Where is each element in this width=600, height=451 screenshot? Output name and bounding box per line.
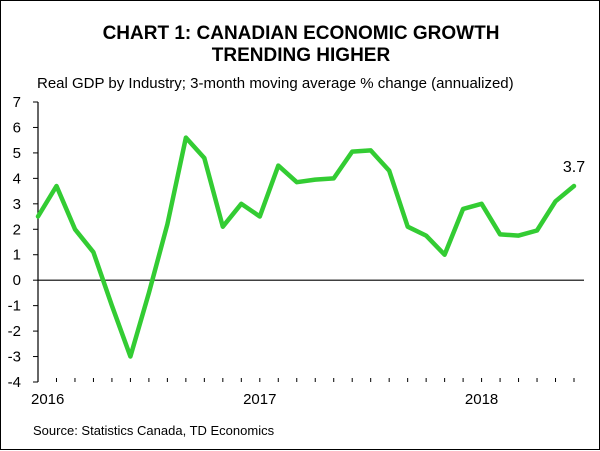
series-line [35, 135, 577, 359]
data-point [202, 156, 206, 160]
chart-title-line-2: TRENDING HIGHER [211, 45, 391, 66]
x-tick-label: 2016 [31, 391, 64, 408]
data-point [276, 164, 280, 168]
data-point [572, 184, 576, 188]
data-point [36, 215, 40, 219]
data-point [239, 202, 243, 206]
data-point [498, 232, 502, 236]
y-tick-label: -3 [8, 349, 21, 366]
data-point [517, 234, 521, 238]
chart-subtitle: Real GDP by Industry; 3-month moving ave… [37, 75, 514, 92]
data-point [461, 207, 465, 211]
series-layer [35, 135, 577, 359]
x-tick-label: 2018 [465, 391, 498, 408]
y-tick-label: 5 [13, 145, 21, 162]
data-point [535, 229, 539, 233]
data-point [406, 225, 410, 229]
y-tick-label: 7 [13, 94, 21, 111]
y-tick-label: -1 [8, 298, 21, 315]
y-tick-label: 0 [13, 272, 21, 289]
data-point [110, 304, 114, 308]
end-value-label: 3.7 [563, 159, 585, 176]
y-tick-label: 2 [13, 221, 21, 238]
x-tick-label: 2017 [243, 391, 276, 408]
data-point [443, 253, 447, 257]
data-point [91, 250, 95, 254]
y-tick-label: 4 [13, 170, 21, 187]
data-point [295, 180, 299, 184]
y-axis: 7 6 5 4 3 2 1 0 -1 -2 -3 -4 [8, 94, 39, 391]
y-tick-label: 1 [13, 247, 21, 264]
data-point [350, 150, 354, 154]
data-point [369, 148, 373, 152]
data-point [73, 227, 77, 231]
y-tick-label: -2 [8, 323, 21, 340]
data-point [554, 199, 558, 203]
chart-title-line-1: CHART 1: CANADIAN ECONOMIC GROWTH [102, 23, 500, 44]
x-axis: 2016 2017 2018 [31, 279, 584, 408]
data-point [313, 178, 317, 182]
data-point [387, 169, 391, 173]
y-tick-label: -4 [8, 374, 21, 391]
y-tick-label: 3 [13, 196, 21, 213]
data-point [424, 234, 428, 238]
data-point [128, 355, 132, 359]
source-note: Source: Statistics Canada, TD Economics [33, 423, 275, 438]
data-point [332, 176, 336, 180]
data-point [221, 225, 225, 229]
data-point [184, 136, 188, 140]
data-point [258, 215, 262, 219]
y-tick-label: 6 [13, 119, 21, 136]
data-point [480, 202, 484, 206]
data-point [54, 184, 58, 188]
data-point [147, 291, 151, 295]
data-point [165, 222, 169, 226]
